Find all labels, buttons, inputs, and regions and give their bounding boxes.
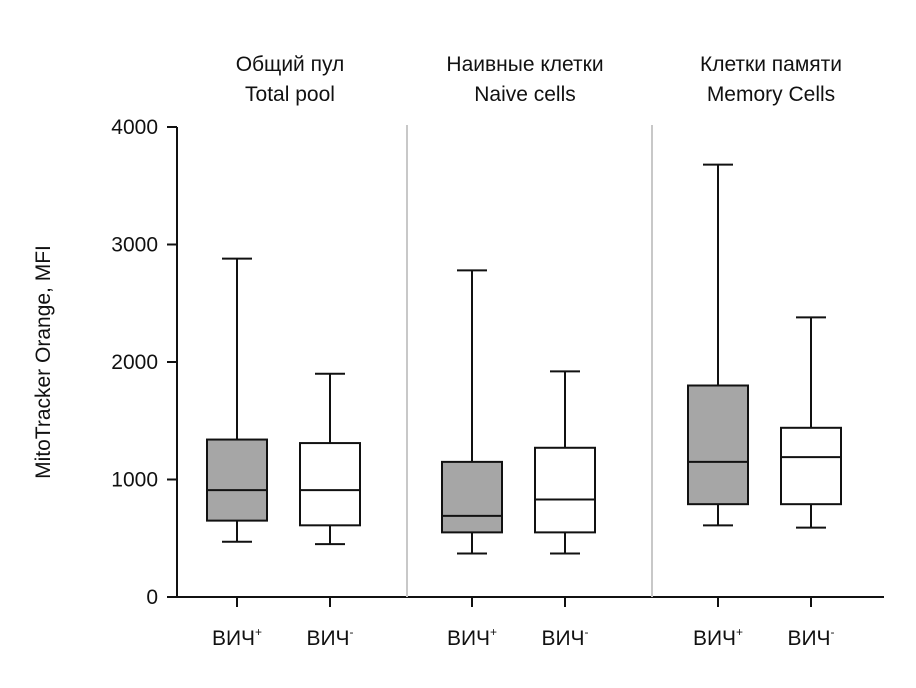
- box-0-0-iqr: [206, 438, 268, 522]
- box-0-1: [299, 372, 361, 546]
- y-tick-label-1: 1000: [111, 469, 158, 492]
- box-0-0-label-sup: +: [255, 625, 262, 639]
- box-1-1: [534, 370, 596, 555]
- box-1-0-label-sup: +: [490, 625, 497, 639]
- box-2-1-label-sup: -: [831, 625, 835, 639]
- box-1-1-label: ВИЧ-: [541, 625, 588, 650]
- group-title-en-0: Total pool: [245, 83, 335, 106]
- category-labels: ВИЧ+ ВИЧ- ВИЧ+ ВИЧ- ВИЧ+ ВИЧ-: [212, 597, 835, 650]
- box-1-0: [441, 269, 503, 555]
- box-1-1-iqr: [534, 446, 596, 534]
- boxes: [206, 163, 842, 555]
- box-2-0-iqr: [687, 384, 749, 506]
- box-2-1-label-text: ВИЧ: [787, 627, 830, 650]
- box-0-1-label-text: ВИЧ: [306, 627, 349, 650]
- group-title-ru-1: Наивные клетки: [446, 53, 603, 76]
- box-0-0-label: ВИЧ+: [212, 625, 262, 650]
- box-1-0-iqr: [441, 460, 503, 534]
- group-title-en-1: Naive cells: [474, 83, 576, 106]
- box-2-1-iqr: [780, 426, 842, 506]
- y-tick-label-4: 4000: [111, 116, 158, 139]
- box-2-0-label-sup: +: [736, 625, 743, 639]
- group-title-ru-0: Общий пул: [236, 53, 345, 76]
- box-0-1-label: ВИЧ-: [306, 625, 353, 650]
- y-tick-label-2: 2000: [111, 351, 158, 374]
- box-1-0-label: ВИЧ+: [447, 625, 497, 650]
- y-tick-label-0: 0: [146, 586, 158, 609]
- box-1-1-label-sup: -: [585, 625, 589, 639]
- box-0-1-label-sup: -: [350, 625, 354, 639]
- group-title-ru-2: Клетки памяти: [700, 53, 842, 76]
- box-0-0: [206, 257, 268, 543]
- y-ticks: 0 1000 2000 3000 4000: [111, 116, 177, 609]
- box-2-1: [780, 316, 842, 529]
- box-1-1-label-text: ВИЧ: [541, 627, 584, 650]
- box-2-1-label: ВИЧ-: [787, 625, 834, 650]
- group-dividers: [406, 125, 653, 597]
- y-tick-label-3: 3000: [111, 234, 158, 257]
- y-axis-label: MitoTracker Orange, MFI: [32, 245, 55, 479]
- box-2-0-label: ВИЧ+: [693, 625, 743, 650]
- box-1-0-label-text: ВИЧ: [447, 627, 490, 650]
- box-2-0: [687, 163, 749, 527]
- box-2-0-label-text: ВИЧ: [693, 627, 736, 650]
- box-0-0-label-text: ВИЧ: [212, 627, 255, 650]
- group-title-en-2: Memory Cells: [707, 83, 835, 106]
- group-titles: Общий пул Total pool Наивные клетки Naive c…: [236, 53, 842, 106]
- box-0-1-iqr: [299, 442, 361, 527]
